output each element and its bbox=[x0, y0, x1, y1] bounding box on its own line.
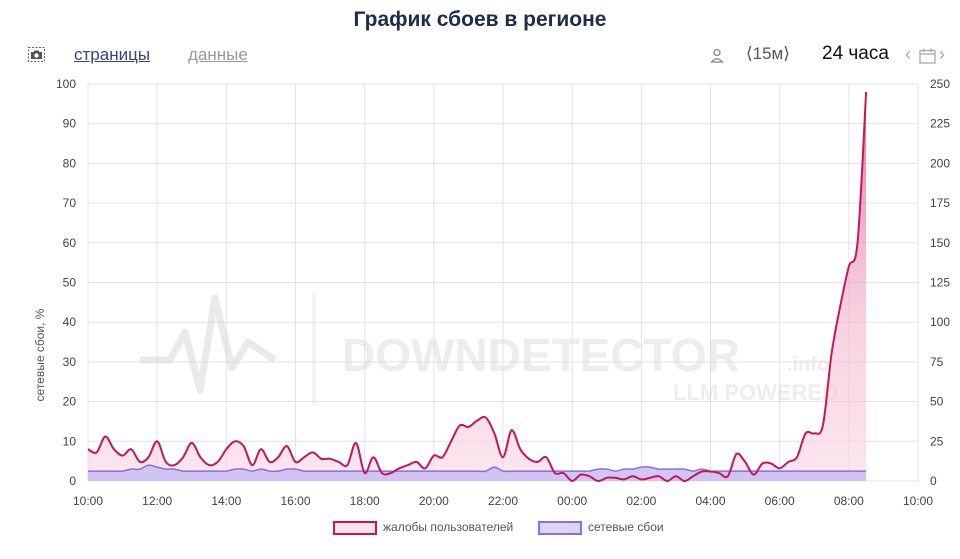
x-tick: 22:00 bbox=[488, 494, 518, 508]
watermark-suffix: .info bbox=[787, 354, 829, 376]
chart-toolbar: страницы данные ⟨15м⟩ 24 часа ‹ › bbox=[0, 40, 960, 70]
grid-lines bbox=[87, 83, 919, 482]
camera-icon[interactable] bbox=[28, 47, 45, 62]
x-tick: 06:00 bbox=[765, 494, 795, 508]
line-network bbox=[87, 464, 867, 473]
granularity-selector[interactable]: ⟨15м⟩ bbox=[746, 44, 790, 63]
legend-swatch-network bbox=[538, 520, 582, 535]
x-tick: 00:00 bbox=[557, 494, 587, 508]
legend-label-network: сетевые сбои bbox=[588, 520, 664, 534]
watermark-brand: DOWNDETECTOR bbox=[342, 329, 740, 381]
y-tick-left: 100 bbox=[56, 77, 76, 91]
y-tick-right: 175 bbox=[930, 196, 950, 210]
x-tick: 10:00 bbox=[73, 494, 103, 508]
outage-chart: DOWNDETECTOR .info LLM POWERED 0 10 20 30 40… bbox=[33, 77, 950, 508]
series-areas bbox=[87, 91, 868, 483]
y-tick-left: 20 bbox=[63, 395, 77, 409]
x-tick: 10:00 bbox=[903, 494, 933, 508]
tab-data[interactable]: данные bbox=[188, 45, 248, 64]
area-complaints bbox=[88, 91, 867, 482]
x-tick: 12:00 bbox=[142, 494, 172, 508]
y-tick-right: 225 bbox=[930, 117, 950, 131]
watermark-tagline: LLM POWERED bbox=[673, 380, 838, 405]
x-tick: 04:00 bbox=[695, 494, 725, 508]
chevron-right-icon[interactable]: › bbox=[939, 44, 945, 64]
watermark: DOWNDETECTOR .info LLM POWERED bbox=[140, 292, 838, 405]
legend-swatch-complaints bbox=[333, 520, 377, 535]
y-tick-right: 100 bbox=[930, 315, 950, 329]
x-tick: 20:00 bbox=[419, 494, 449, 508]
legend-label-complaints: жалобы пользователей bbox=[383, 520, 514, 534]
legend-item-network[interactable]: сетевые сбои bbox=[538, 520, 664, 540]
y-tick-left: 90 bbox=[63, 117, 77, 131]
y-tick-left: 30 bbox=[63, 355, 77, 369]
y-tick-right: 250 bbox=[930, 77, 950, 91]
page-title: График сбоев в регионе bbox=[353, 8, 607, 31]
y-tick-right: 150 bbox=[930, 236, 950, 250]
calendar-icon[interactable] bbox=[919, 48, 936, 64]
line-complaints bbox=[87, 91, 868, 483]
legend-item-complaints[interactable]: жалобы пользователей bbox=[333, 520, 513, 540]
y-tick-left: 80 bbox=[63, 156, 77, 170]
y-tick-right: 25 bbox=[930, 434, 944, 448]
person-icon[interactable] bbox=[710, 48, 724, 63]
y-tick-right: 75 bbox=[930, 355, 944, 369]
x-tick: 08:00 bbox=[834, 494, 864, 508]
y-tick-left: 50 bbox=[63, 276, 77, 290]
y-tick-left: 60 bbox=[63, 236, 77, 250]
y-tick-right: 125 bbox=[930, 276, 950, 290]
axes: 0 10 20 30 40 50 60 70 80 90 100 0 25 50 75 100 125 150 17… bbox=[56, 77, 950, 508]
x-tick: 18:00 bbox=[350, 494, 380, 508]
y-tick-left: 10 bbox=[63, 434, 77, 448]
y-tick-left: 40 bbox=[63, 315, 77, 329]
area-network bbox=[88, 465, 867, 481]
y-axis-label: сетевые сбои, % bbox=[33, 308, 47, 401]
tab-pages[interactable]: страницы bbox=[74, 45, 151, 64]
period-selector[interactable]: 24 часа bbox=[822, 43, 889, 64]
y-tick-right: 200 bbox=[930, 156, 950, 170]
y-tick-left: 0 bbox=[69, 474, 76, 488]
x-tick: 14:00 bbox=[211, 494, 241, 508]
x-tick: 02:00 bbox=[626, 494, 656, 508]
x-tick: 16:00 bbox=[280, 494, 310, 508]
y-tick-left: 70 bbox=[63, 196, 77, 210]
y-tick-right: 0 bbox=[930, 474, 937, 488]
chevron-left-icon[interactable]: ‹ bbox=[905, 44, 911, 64]
y-tick-right: 50 bbox=[930, 395, 944, 409]
